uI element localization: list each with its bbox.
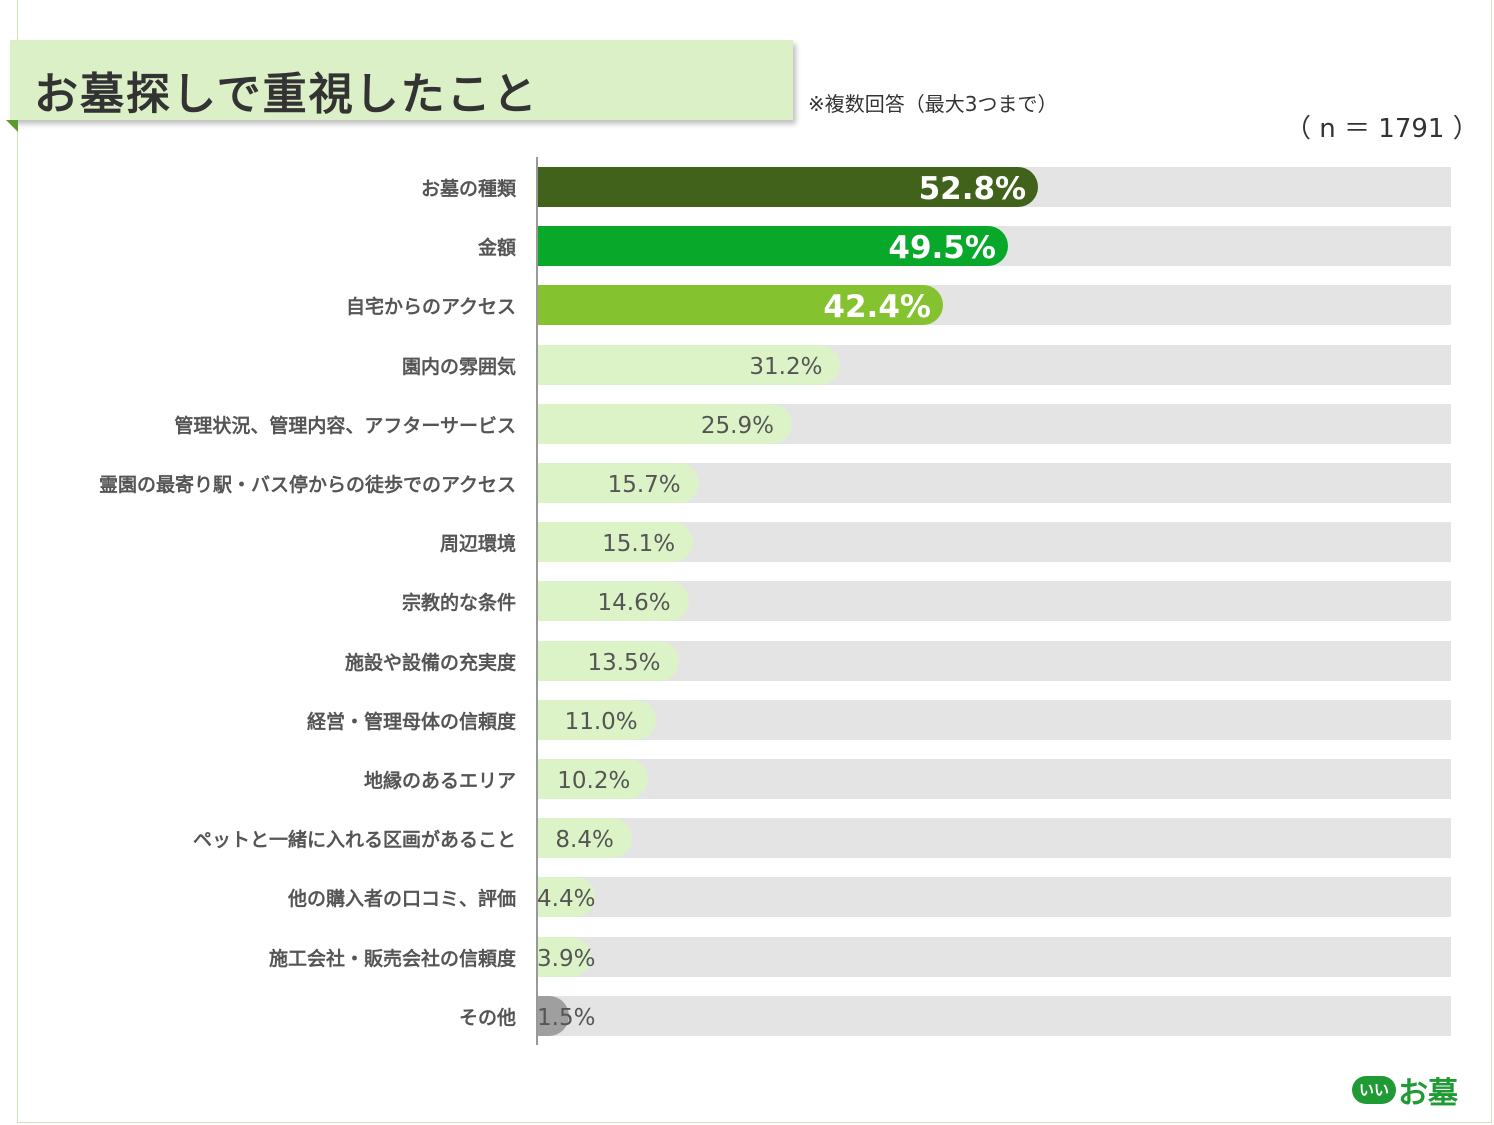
bar-track (537, 699, 1451, 740)
data-label: 49.5% (888, 230, 996, 267)
data-label: 15.1% (602, 531, 676, 558)
bar (537, 995, 569, 1036)
category-label: 園内の雰囲気 (401, 355, 516, 378)
category-label: 施工会社・販売会社の信頼度 (268, 947, 516, 970)
bar (537, 759, 649, 799)
category-label: 管理状況、管理内容、アフターサービス (174, 414, 516, 437)
chart-frame (17, 0, 1492, 1123)
category-label: ペットと一緒に入れる区画があること (192, 829, 516, 852)
bar (537, 877, 596, 918)
category-label: 経営・管理母体の信頼度 (306, 710, 516, 733)
data-label: 1.5% (537, 1004, 596, 1031)
data-label: 13.5% (587, 649, 661, 676)
title-banner (10, 40, 793, 120)
bar (537, 522, 694, 563)
bar (537, 285, 943, 326)
logo-mark: いい (1352, 1076, 1396, 1104)
answer-note: ※複数回答（最大3つまで） (808, 92, 1058, 116)
bar (537, 403, 792, 444)
bar-track (537, 640, 1451, 681)
title-banner-fold (6, 120, 18, 132)
bar-track (537, 877, 1451, 918)
category-label: その他 (458, 1006, 516, 1029)
sample-size: （ n ＝ 1791 ） (1285, 114, 1479, 144)
bar (537, 167, 1039, 207)
brand-logo: いい お墓 (1352, 1068, 1458, 1111)
category-label: お墓の種類 (420, 178, 516, 200)
bar-track (537, 581, 1451, 622)
bar-track (537, 759, 1451, 799)
bar (537, 936, 591, 977)
category-label: 自宅からのアクセス (345, 296, 516, 319)
data-label: 10.2% (557, 768, 631, 794)
category-label: 他の購入者の口コミ、評価 (287, 888, 516, 911)
bar (537, 818, 632, 859)
category-label: 宗教的な条件 (401, 592, 516, 615)
data-label: 42.4% (823, 289, 931, 326)
category-label: 周辺環境 (439, 533, 516, 556)
category-label: 金額 (477, 237, 516, 260)
data-label: 15.7% (607, 472, 681, 498)
category-label: 霊園の最寄り駅・バス停からの徒歩でのアクセス (98, 474, 516, 496)
category-label: 施設や設備の充実度 (344, 651, 516, 674)
bar-track (537, 995, 1451, 1036)
data-label: 4.4% (537, 886, 596, 913)
chart-title: お墓探しで重視したこと (34, 69, 539, 120)
data-label: 52.8% (918, 171, 1027, 207)
data-label: 3.9% (537, 945, 596, 972)
data-label: 31.2% (749, 353, 823, 380)
category-axis-line (536, 157, 538, 1045)
bar-track (537, 818, 1451, 859)
bar (537, 226, 1008, 267)
bar (537, 699, 656, 740)
bar (537, 640, 679, 681)
bar-track (537, 936, 1451, 977)
data-label: 14.6% (597, 590, 671, 617)
category-label: 地縁のあるエリア (363, 770, 516, 792)
bar (537, 581, 689, 622)
logo-text: お墓 (1398, 1076, 1458, 1111)
data-label: 25.9% (700, 412, 774, 439)
data-label: 11.0% (564, 708, 638, 735)
bar (537, 463, 699, 503)
bar (537, 344, 841, 385)
data-label: 8.4% (555, 827, 614, 854)
